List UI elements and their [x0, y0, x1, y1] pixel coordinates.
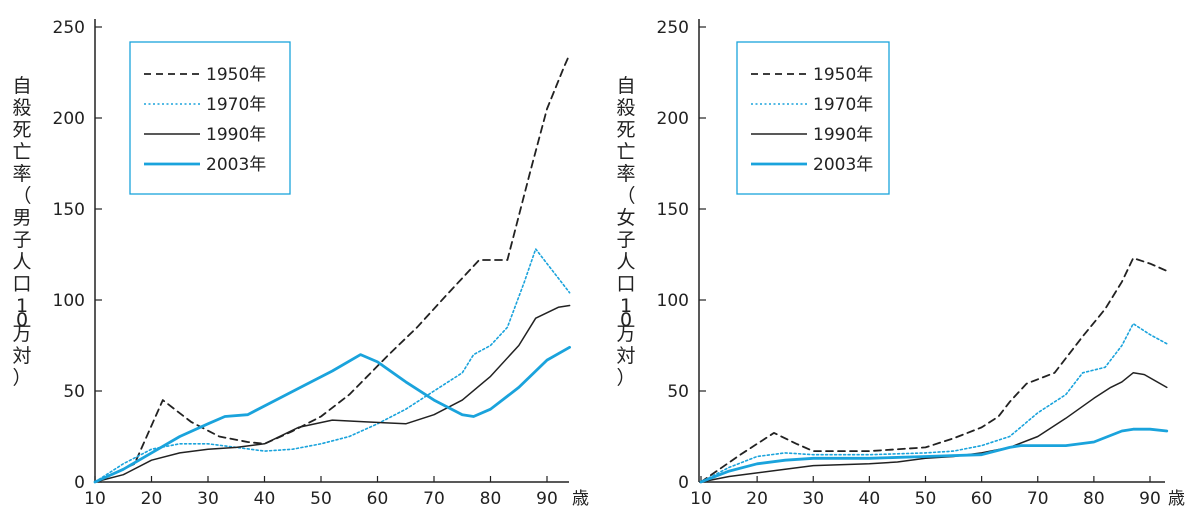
legend-box — [129, 41, 291, 195]
y-tick-label: 250 — [53, 18, 85, 38]
series-line-1990年 — [94, 304, 571, 483]
y-tick-label: 200 — [53, 109, 85, 129]
y-tick-label: 100 — [53, 291, 85, 311]
legend-box — [736, 41, 890, 195]
x-tick-label: 90 — [1139, 489, 1161, 509]
x-axis-label: 歳 — [1168, 489, 1185, 509]
x-tick-label: 40 — [859, 489, 881, 509]
series-line-1970年 — [94, 248, 571, 483]
legend-label: 1970年 — [206, 95, 266, 115]
y-tick-label: 50 — [63, 382, 85, 402]
x-tick-label: 30 — [197, 489, 219, 509]
y-tick-label: 0 — [74, 473, 85, 493]
x-tick-label: 20 — [141, 489, 163, 509]
x-axis-label: 歳 — [572, 489, 589, 509]
chart-panel-1: 0 50 100 150 200 250 10 20 30 40 50 60 70 80 90 歳 自殺死亡率（… — [12, 18, 589, 509]
y-tick-label: 200 — [657, 109, 689, 129]
x-tick-label: 70 — [423, 489, 445, 509]
legend: 1950年 1970年 1990年 2003年 — [129, 41, 291, 195]
series-line-1970年 — [700, 322, 1168, 483]
y-tick-label: 150 — [53, 200, 85, 220]
chart-panel-2: 0 50 100 150 200 250 10 20 30 40 50 60 70 80 90 歳 自殺死亡率（… — [616, 18, 1185, 509]
x-tick-label: 60 — [367, 489, 389, 509]
series-line-1950年 — [94, 53, 571, 483]
y-axis-label: 自殺死亡率（女子人口 1 0 万対） — [616, 75, 635, 389]
x-tick-label: 80 — [1083, 489, 1105, 509]
legend-label: 2003年 — [206, 155, 266, 175]
x-tick-label: 20 — [746, 489, 768, 509]
legend-label: 1950年 — [206, 65, 266, 85]
y-tick-label: 250 — [657, 18, 689, 38]
y-tick-label: 100 — [657, 291, 689, 311]
series-line-2003年 — [699, 427, 1169, 484]
y-tick-label: 150 — [657, 200, 689, 220]
legend-label: 2003年 — [813, 155, 873, 175]
x-tick-label: 80 — [480, 489, 502, 509]
legend-label: 1970年 — [813, 95, 873, 115]
y-tick-label: 50 — [667, 382, 689, 402]
legend-label: 1950年 — [813, 65, 873, 85]
legend-label: 1990年 — [206, 125, 266, 145]
x-tick-label: 70 — [1027, 489, 1049, 509]
x-tick-label: 10 — [690, 489, 712, 509]
y-tick-label: 0 — [678, 473, 689, 493]
legend-label: 1990年 — [813, 125, 873, 145]
x-tick-label: 50 — [915, 489, 937, 509]
series-line-1950年 — [700, 257, 1168, 483]
series-line-2003年 — [93, 345, 571, 484]
x-tick-label: 90 — [536, 489, 558, 509]
x-tick-label: 30 — [802, 489, 824, 509]
legend: 1950年 1970年 1990年 2003年 — [736, 41, 890, 195]
x-tick-label: 40 — [254, 489, 276, 509]
x-tick-label: 10 — [84, 489, 106, 509]
series-line-1990年 — [700, 372, 1168, 483]
x-tick-label: 50 — [310, 489, 332, 509]
y-axis-label: 自殺死亡率（男子人口 1 0 万対） — [12, 75, 31, 389]
x-tick-label: 60 — [971, 489, 993, 509]
